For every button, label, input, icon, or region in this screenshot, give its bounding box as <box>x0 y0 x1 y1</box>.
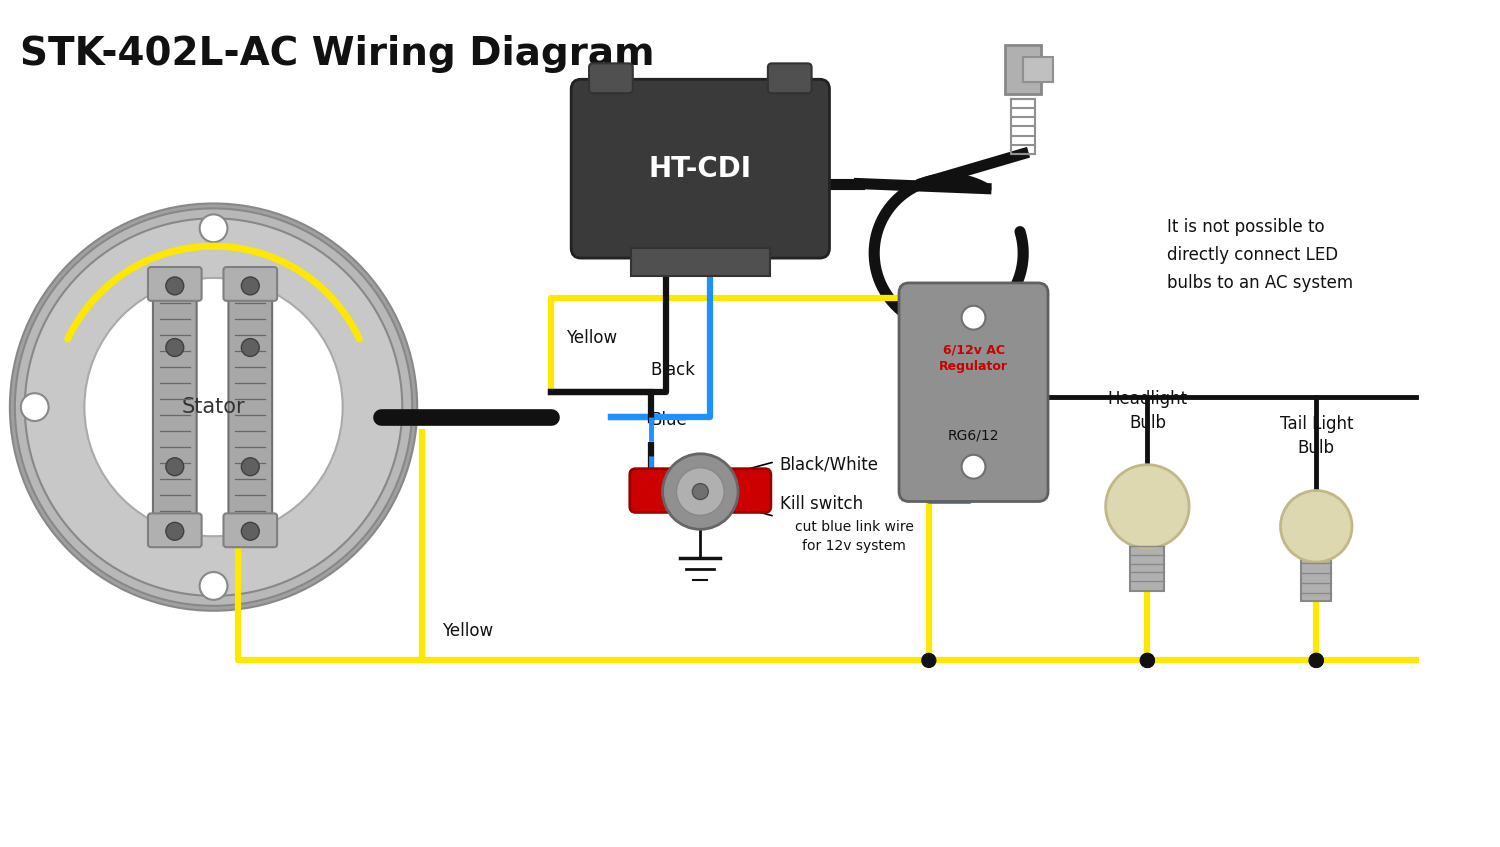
Text: Kill switch: Kill switch <box>780 495 862 513</box>
Circle shape <box>242 339 260 357</box>
FancyBboxPatch shape <box>768 64 812 93</box>
Circle shape <box>200 572 228 600</box>
Circle shape <box>962 306 986 329</box>
Text: Yellow: Yellow <box>442 622 494 639</box>
Circle shape <box>676 468 724 515</box>
Text: 6/12v AC
Regulator: 6/12v AC Regulator <box>939 343 1008 374</box>
Circle shape <box>15 208 412 606</box>
Circle shape <box>1106 465 1190 548</box>
Text: Stator: Stator <box>182 397 246 417</box>
Circle shape <box>242 523 260 540</box>
Circle shape <box>26 219 402 595</box>
Circle shape <box>200 214 228 242</box>
Text: Headlight
Bulb: Headlight Bulb <box>1107 390 1188 432</box>
Text: RG6/12: RG6/12 <box>948 429 999 443</box>
Circle shape <box>922 654 936 667</box>
FancyBboxPatch shape <box>1005 45 1041 94</box>
Circle shape <box>663 454 738 529</box>
Circle shape <box>693 484 708 500</box>
Circle shape <box>1140 654 1155 667</box>
Text: HT-CDI: HT-CDI <box>650 155 752 183</box>
Circle shape <box>166 277 183 295</box>
FancyBboxPatch shape <box>632 248 770 276</box>
FancyBboxPatch shape <box>1131 536 1164 591</box>
Circle shape <box>962 455 986 479</box>
Circle shape <box>166 457 183 476</box>
FancyBboxPatch shape <box>153 280 197 534</box>
Text: It is not possible to
directly connect LED
bulbs to an AC system: It is not possible to directly connect L… <box>1167 219 1353 292</box>
Circle shape <box>1281 490 1352 562</box>
FancyBboxPatch shape <box>224 513 278 547</box>
FancyBboxPatch shape <box>228 280 272 534</box>
Circle shape <box>1310 654 1323 667</box>
Circle shape <box>1310 654 1323 667</box>
FancyBboxPatch shape <box>572 80 830 258</box>
Text: Black/White: Black/White <box>780 456 879 473</box>
Circle shape <box>21 393 48 421</box>
Text: Black: Black <box>651 362 696 379</box>
Circle shape <box>10 203 417 611</box>
FancyBboxPatch shape <box>224 267 278 301</box>
Circle shape <box>166 523 183 540</box>
Circle shape <box>242 457 260 476</box>
FancyBboxPatch shape <box>630 468 771 512</box>
FancyBboxPatch shape <box>1302 553 1330 601</box>
Circle shape <box>84 278 342 536</box>
FancyBboxPatch shape <box>1023 58 1053 82</box>
FancyBboxPatch shape <box>148 513 201 547</box>
Circle shape <box>166 339 183 357</box>
FancyBboxPatch shape <box>148 267 201 301</box>
Text: Blue: Blue <box>651 411 687 429</box>
Text: Yellow: Yellow <box>566 329 618 346</box>
Text: cut blue link wire
for 12v system: cut blue link wire for 12v system <box>795 519 914 553</box>
Text: STK-402L-AC Wiring Diagram: STK-402L-AC Wiring Diagram <box>20 35 654 73</box>
Circle shape <box>242 277 260 295</box>
FancyBboxPatch shape <box>898 283 1048 501</box>
Circle shape <box>1140 654 1155 667</box>
Text: Tail Light
Bulb: Tail Light Bulb <box>1280 415 1353 457</box>
FancyBboxPatch shape <box>590 64 633 93</box>
